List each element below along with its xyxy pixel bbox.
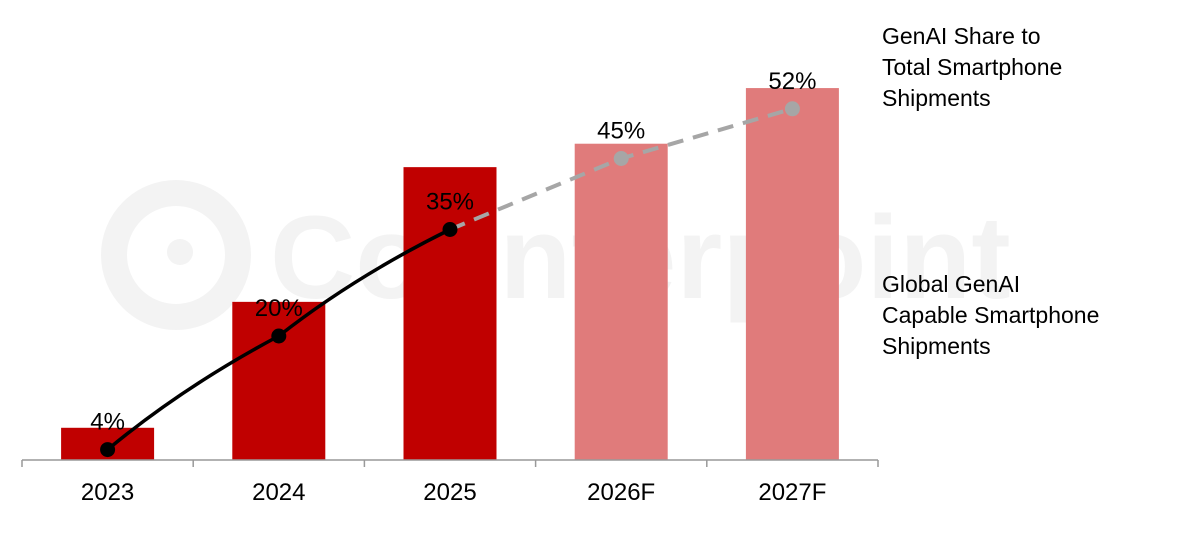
line-point-2025 [442,222,458,237]
legend-text-line: GenAI Share to [882,23,1041,49]
legend-text-line: Capable Smartphone [882,302,1099,328]
line-data-label: 20% [255,295,303,322]
line-point-2026f [613,151,629,166]
legend-text-line: Global GenAI [882,271,1020,297]
legend-line-series: GenAI Share to Total Smartphone Shipments [882,23,1062,111]
watermark-logo-icon [101,180,251,330]
x-axis: 2023 2024 2025 2026F 2027F [21,459,879,506]
line-point-2023 [100,442,116,458]
x-tick-label: 2023 [81,479,134,506]
line-point-2024 [271,328,287,344]
bar-2024 [232,301,326,460]
legend-text-line: Shipments [882,85,991,111]
bar-2026f [574,143,668,460]
line-series: 4% 20% 35% 45% 52% [90,68,816,458]
line-point-2027f [784,101,800,117]
x-tick-label: 2024 [252,479,305,506]
line-data-label: 4% [90,409,125,436]
watermark-logo-dot-icon [167,239,193,265]
legend-text-line: Total Smartphone [882,54,1062,80]
line-data-label: 45% [597,118,645,145]
bar-series [61,88,839,461]
x-tick-label: 2025 [423,479,476,506]
legend-bar-series: Global GenAI Capable Smartphone Shipments [882,271,1099,359]
x-tick-label: 2027F [758,479,826,506]
line-data-label: 35% [426,189,474,216]
x-tick-label: 2026F [587,479,655,506]
bar-2027f [745,88,839,461]
line-data-label: 52% [768,68,816,95]
legend-text-line: Shipments [882,333,991,359]
